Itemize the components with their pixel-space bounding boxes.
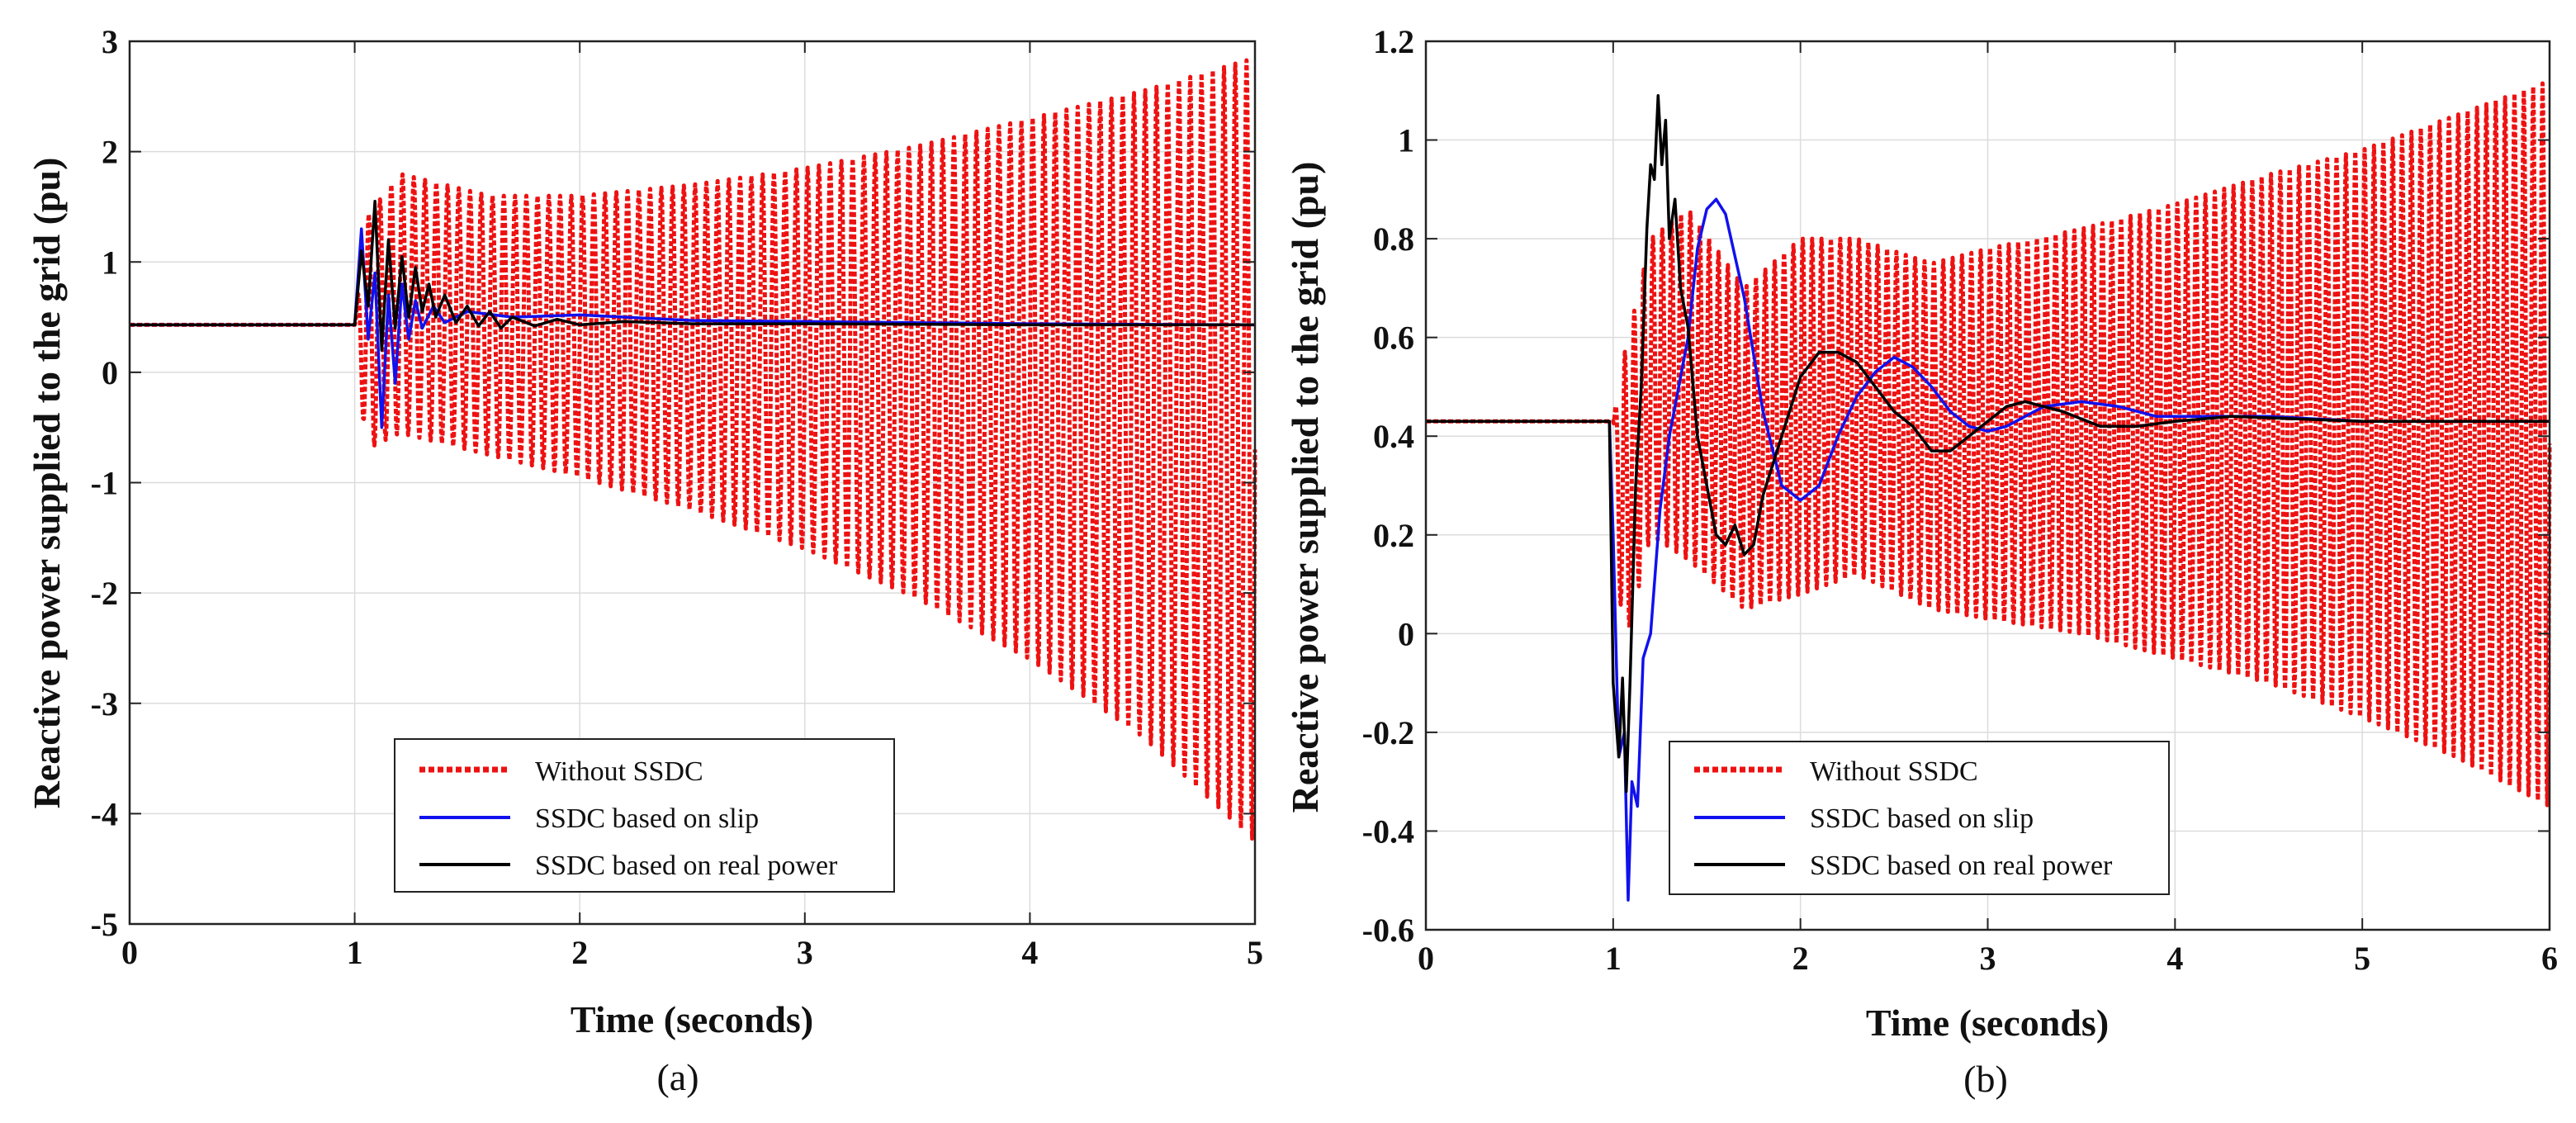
y-tick-label-a: 3 — [102, 23, 118, 60]
legend-label-slip-a: SSDC based on slip — [535, 803, 759, 834]
x-tick-label-b: 5 — [2354, 940, 2370, 977]
y-tick-label-a: -1 — [91, 465, 118, 502]
x-tick-label-a: 1 — [347, 934, 363, 971]
y-tick-label-b: 0.4 — [1373, 418, 1414, 455]
panel-label-a: (a) — [656, 1056, 698, 1098]
series-line-real-power-a — [130, 200, 1255, 352]
y-tick-label-b: -0.2 — [1362, 714, 1414, 751]
y-tick-label-b: 0.2 — [1373, 517, 1414, 554]
y-tick-label-a: -4 — [91, 795, 118, 832]
legend-a: Without SSDC SSDC based on slip SSDC bas… — [394, 738, 895, 893]
panel-b: 0 1 2 3 4 5 6 -0.6 -0.4 -0.2 0 0.2 0.4 0.6 0.8 1 1.2 Tim… — [1284, 23, 2558, 1100]
series-line-without-ssdc-b — [1426, 81, 2552, 808]
y-tick-label-a: 1 — [102, 244, 118, 281]
x-tick-label-b: 2 — [1792, 940, 1809, 977]
y-tick-label-b: -0.4 — [1362, 813, 1414, 850]
series-line-slip-a — [130, 227, 1256, 429]
y-tick-label-a: -2 — [91, 575, 118, 612]
x-tick-label-b: 3 — [1980, 940, 1996, 977]
x-tick-label-a: 4 — [1021, 934, 1038, 971]
x-axis-label-b: Time (seconds) — [1866, 1002, 2109, 1044]
y-tick-label-a: 0 — [102, 354, 118, 391]
legend-label-real-power-b: SSDC based on real power — [1810, 851, 2113, 881]
x-tick-label-b: 0 — [1418, 940, 1434, 977]
panel-label-b: (b) — [1963, 1058, 2008, 1100]
y-axis-label-a: Reactive power supplied to the grid (pu) — [26, 158, 68, 809]
y-tick-label-b: 1.2 — [1373, 23, 1414, 60]
y-tick-label-b: 1 — [1398, 122, 1414, 159]
series-line-real-power-b — [1426, 94, 2550, 794]
series-line-slip-b — [1426, 197, 2550, 902]
y-tick-label-a: -3 — [91, 685, 118, 723]
legend-label-without-ssdc-a: Without SSDC — [535, 756, 703, 787]
y-tick-label-b: -0.6 — [1362, 912, 1414, 949]
y-axis-label-b: Reactive power supplied to the grid (pu) — [1284, 162, 1326, 813]
y-tick-label-b: 0 — [1398, 615, 1414, 652]
y-tick-label-b: 0.6 — [1373, 320, 1414, 357]
x-tick-label-a: 3 — [797, 934, 813, 971]
x-tick-label-b: 1 — [1605, 940, 1622, 977]
y-tick-label-b: 0.8 — [1373, 220, 1414, 258]
series-group-a — [130, 58, 1257, 841]
legend-b: Without SSDC SSDC based on slip SSDC bas… — [1669, 741, 2170, 895]
series-line-without-ssdc-a — [130, 58, 1257, 841]
x-tick-label-a: 2 — [571, 934, 588, 971]
legend-label-slip-b: SSDC based on slip — [1810, 803, 2034, 834]
x-tick-label-a: 5 — [1247, 934, 1263, 971]
legend-box-a — [394, 738, 895, 893]
legend-label-real-power-a: SSDC based on real power — [535, 851, 838, 881]
ticks-a: 0 1 2 3 4 5 -5 -4 -3 -2 -1 0 1 2 3 — [91, 23, 1263, 971]
x-tick-label-b: 6 — [2541, 940, 2558, 977]
x-tick-label-b: 4 — [2166, 940, 2183, 977]
x-tick-label-a: 0 — [121, 934, 138, 971]
legend-label-without-ssdc-b: Without SSDC — [1810, 756, 1978, 787]
x-axis-label-a: Time (seconds) — [571, 998, 813, 1040]
ticks-b: 0 1 2 3 4 5 6 -0.6 -0.4 -0.2 0 0.2 0.4 0.6 0.8 1 1.2 — [1362, 23, 2558, 977]
y-tick-label-a: 2 — [102, 134, 118, 171]
panel-a: 0 1 2 3 4 5 -5 -4 -3 -2 -1 0 1 2 3 Time (seconds) Reac… — [26, 23, 1263, 1098]
y-tick-label-a: -5 — [91, 906, 118, 943]
series-group-b — [1426, 81, 2552, 902]
